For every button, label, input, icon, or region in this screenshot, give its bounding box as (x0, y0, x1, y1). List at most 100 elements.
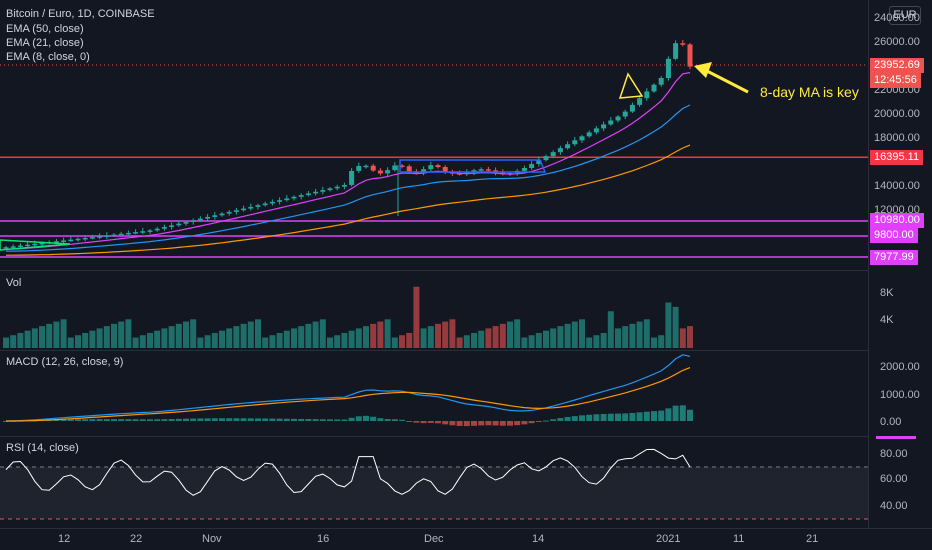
volume-bar (125, 319, 132, 348)
volume-bar (175, 323, 182, 348)
candle-body (363, 165, 369, 168)
candle-body (543, 156, 549, 161)
macd-histogram-bar (442, 421, 449, 425)
currency-button[interactable]: EUR (889, 6, 921, 25)
candle-body (241, 208, 247, 211)
volume-bar (420, 328, 427, 348)
price-tick-26000: 26000.00 (874, 36, 920, 48)
candle-body (169, 225, 175, 228)
volume-bar (463, 335, 470, 348)
candle-body (53, 241, 59, 243)
macd-histogram-bar (622, 413, 629, 421)
candle-body (572, 140, 578, 145)
candle-body (197, 218, 203, 221)
candle-body (665, 58, 671, 78)
volume-bar (406, 332, 413, 348)
volume-bar (118, 321, 125, 348)
volume-bar (305, 323, 312, 348)
rsi-pane-title[interactable]: RSI (14, close) (6, 442, 79, 454)
volume-bar (89, 330, 96, 348)
volume-bar (67, 337, 74, 348)
macd-histogram-bar (687, 409, 693, 421)
candle-body (313, 191, 319, 194)
macd-histogram-bar (147, 419, 153, 421)
candle-body (111, 234, 117, 237)
macd-histogram-bar (665, 408, 672, 421)
annotation-text[interactable]: 8-day MA is key (760, 84, 859, 100)
macd-histogram-bar (67, 419, 74, 421)
macd-histogram-bar (363, 415, 369, 421)
volume-bar (384, 319, 391, 348)
macd-histogram-bar (528, 421, 535, 424)
macd-pane-title[interactable]: MACD (12, 26, close, 9) (6, 356, 124, 368)
candle-body (557, 148, 563, 153)
candle-body (406, 166, 412, 172)
pane-separator-macd[interactable] (0, 350, 868, 351)
macd-histogram-bar (305, 419, 312, 421)
candle-body (291, 196, 297, 199)
volume-bar (370, 323, 377, 348)
candle-body (277, 200, 283, 202)
candle-body (17, 245, 23, 248)
macd-histogram-bar (377, 418, 384, 421)
macd-histogram-bar (615, 413, 621, 421)
price-tick-18000: 18000.00 (874, 132, 920, 144)
macd-histogram-bar (593, 414, 600, 421)
candle-body (75, 238, 81, 241)
candle-body (349, 170, 355, 186)
macd-histogram-bar (658, 410, 665, 421)
time-tick-16: 16 (317, 533, 330, 545)
macd-histogram-bar (485, 421, 492, 426)
volume-bar (168, 326, 175, 348)
macd-histogram-bar (636, 412, 643, 421)
time-tick-11: 11 (733, 533, 745, 545)
macd-histogram-bar (384, 419, 391, 421)
macd-histogram-bar (161, 419, 168, 421)
macd-histogram-bar (312, 419, 319, 421)
macd-histogram-bar (75, 419, 81, 421)
macd-histogram-bar (255, 418, 261, 421)
candle-body (637, 98, 643, 105)
indicator-ema8-legend[interactable]: EMA (8, close, 0) (6, 51, 90, 63)
indicator-ema21-legend[interactable]: EMA (21, close) (6, 37, 84, 49)
annotation-arrow-head (694, 62, 712, 78)
macd-histogram-bar (175, 418, 182, 421)
level-tag-red: 16395.11 (870, 150, 924, 165)
time-tick-nov: Nov (202, 533, 222, 545)
volume-bar (183, 321, 189, 348)
indicator-ema50-legend[interactable]: EMA (50, close) (6, 23, 84, 35)
macd-histogram-bar (319, 419, 326, 421)
candle-body (32, 243, 38, 246)
volume-bar (355, 328, 362, 348)
candle-body (147, 230, 153, 232)
macd-histogram-bar (183, 418, 189, 421)
candle-body (485, 169, 491, 171)
candle-body (536, 160, 542, 165)
level-tag-magenta-1: 10980.00 (870, 213, 924, 228)
candle-body (341, 185, 347, 187)
volume-bar (665, 302, 672, 348)
macd-histogram-bar (629, 412, 636, 421)
candle-body (269, 201, 275, 204)
symbol-title[interactable]: Bitcoin / Euro, 1D, COINBASE (6, 8, 155, 20)
candle-body (140, 231, 146, 233)
volume-bar (514, 319, 521, 348)
volume-bar (24, 330, 31, 348)
macd-histogram-bar (348, 417, 355, 421)
candle-body (478, 169, 484, 171)
macd-histogram-bar (139, 419, 146, 421)
volume-bar (507, 321, 513, 348)
volume-bar (571, 321, 578, 348)
pane-separator-volume[interactable] (0, 270, 868, 271)
volume-bar (312, 321, 319, 348)
volume-bar (269, 335, 276, 348)
macd-histogram-bar (168, 418, 175, 421)
time-tick-21: 21 (806, 533, 819, 545)
volume-bar (291, 328, 297, 348)
pane-separator-rsi[interactable] (0, 436, 868, 437)
volume-pane-title[interactable]: Vol (6, 277, 22, 289)
macd-histogram-bar (276, 418, 283, 421)
macd-histogram-bar (334, 419, 341, 421)
